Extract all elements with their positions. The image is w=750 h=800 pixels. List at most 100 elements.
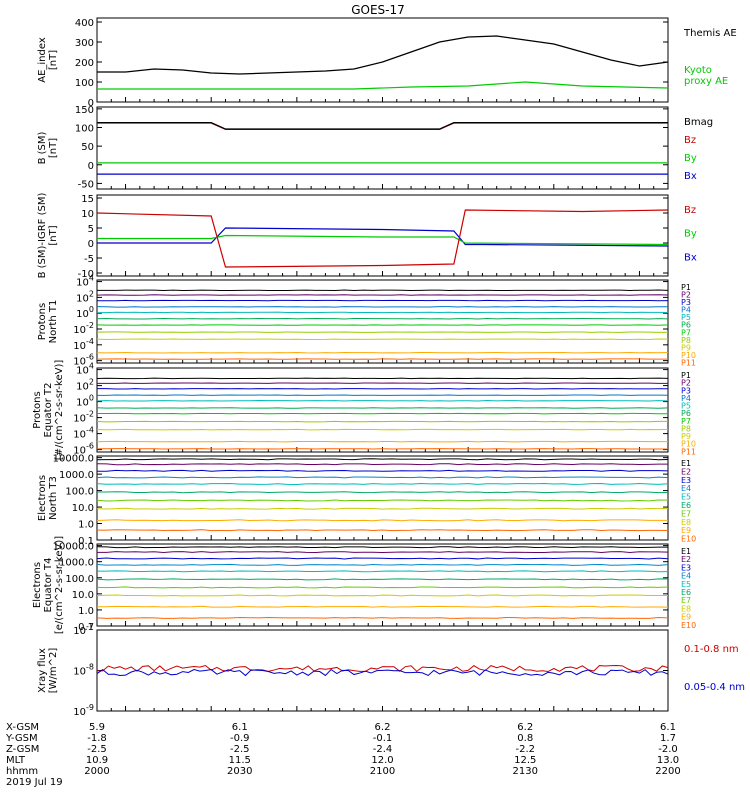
- channel-line: [96, 476, 669, 479]
- y-axis-label: AE_index[nT]: [37, 37, 59, 83]
- y-tick-label: 10-2: [73, 321, 94, 336]
- channel-label: P1: [681, 371, 691, 380]
- tick-exponent: -7: [86, 622, 94, 631]
- tick-base: 10: [76, 382, 89, 393]
- channel-line: [96, 557, 669, 560]
- tick-exponent: -4: [86, 337, 94, 346]
- channel-label: E7: [681, 509, 691, 518]
- panel-8: Xray flux[W/m^2]10-710-810-90.1-0.8 nm0.…: [37, 622, 745, 718]
- channel-label: P9: [681, 343, 691, 352]
- tick-exponent: 0: [89, 305, 94, 314]
- y-tick-label: 102: [76, 378, 94, 393]
- legend-entry-line: Kyoto: [684, 65, 712, 76]
- channel-label: E7: [681, 596, 691, 605]
- tick-base: 10: [73, 626, 86, 637]
- channel-label: P8: [681, 424, 691, 433]
- y-tick-label: 10-2: [73, 410, 94, 425]
- channel-line: [96, 469, 669, 472]
- channel-label: P11: [681, 447, 696, 456]
- y-tick-label: 10-6: [73, 353, 94, 368]
- legend-entry: Kyoto proxy AE: [684, 65, 728, 87]
- legend-entry-line: Bmag: [684, 117, 713, 128]
- y-axis-label: ProtonsNorth T1: [37, 300, 59, 344]
- y-tick-label: 300: [75, 38, 94, 49]
- y-tick-label: 150: [75, 105, 94, 116]
- y-axis-label: Xray flux[W/m^2]: [37, 648, 59, 694]
- tick-exponent: 4: [89, 362, 94, 371]
- channel-label: P6: [681, 409, 691, 418]
- legend-entry: 0.05-0.4 nm: [684, 682, 745, 693]
- y-tick-label: 1.0: [78, 520, 94, 531]
- ephemeris-value: 6.1: [232, 722, 248, 733]
- channel-label: P3: [681, 298, 691, 307]
- y-tick-label: 5: [88, 224, 94, 235]
- ephemeris-value: 2200: [655, 766, 680, 777]
- channel-label: E5: [681, 580, 691, 589]
- y-axis-label-line: Protons: [32, 391, 43, 428]
- y-axis-label-line: Electrons: [32, 562, 43, 608]
- y-axis-label-line: [nT]: [48, 225, 59, 245]
- panel-2: B (SM)[nT] 150 100 50 0 -50 Bmag Bz By Bx: [37, 105, 713, 191]
- y-tick-label: 100: [75, 124, 94, 135]
- panel-3: B (SM)-IGRF (SM)[nT] 15 10 5 0 -5 -10 Bz By Bx: [37, 193, 697, 280]
- channel-label: P11: [681, 358, 696, 367]
- series-line: [97, 81, 669, 90]
- panel-frame: [96, 367, 669, 453]
- y-tick-label: 0: [88, 161, 94, 172]
- panel-frame: [96, 194, 669, 277]
- y-axis-label-line: Electrons: [37, 475, 48, 521]
- ephemeris-value: -2.4: [373, 744, 393, 755]
- legend-entry-line: proxy AE: [684, 76, 728, 87]
- channel-line: [96, 507, 669, 510]
- tick-base: 10: [73, 357, 86, 368]
- tick-base: 10: [73, 414, 86, 425]
- tick-base: 10: [76, 293, 89, 304]
- y-tick-label: 10-6: [73, 442, 94, 457]
- y-tick-label: 10.0: [72, 590, 94, 601]
- panel-frame: [96, 279, 669, 364]
- y-tick-label: 100.0: [65, 574, 94, 585]
- y-tick-label: 10000.0: [53, 542, 94, 553]
- channel-label: E4: [681, 484, 691, 493]
- ephemeris-value: -2.0: [658, 744, 678, 755]
- channel-label: P2: [681, 291, 691, 300]
- legend-entry-line: By: [684, 229, 697, 240]
- tick-base: 10: [76, 366, 89, 377]
- y-tick-label: 10000.0: [53, 454, 94, 465]
- y-axis-label: ElectronsEquator T4[e/(cm^2-s-sr-keV)]: [32, 536, 65, 634]
- channel-label: P8: [681, 336, 691, 345]
- y-axis-label-line: Xray flux: [37, 648, 48, 693]
- y-tick-label: 0: [88, 98, 94, 109]
- channel-line: [96, 605, 669, 608]
- channel-line: [96, 594, 669, 597]
- ephemeris-row-label: hhmm: [6, 766, 38, 777]
- tick-base: 10: [76, 278, 89, 289]
- legend-entry-line: Bz: [684, 205, 696, 216]
- y-tick-label: 15: [81, 194, 94, 205]
- channel-line: [96, 458, 669, 461]
- channel-label: E3: [681, 563, 691, 572]
- tick-base: 10: [73, 325, 86, 336]
- ephemeris-row-label: Y-GSM: [5, 733, 38, 744]
- channel-label: E6: [681, 501, 691, 510]
- channel-line: [96, 616, 669, 619]
- channel-line: [96, 491, 669, 494]
- channel-label: E3: [681, 476, 691, 485]
- legend-entry-line: Bx: [684, 171, 697, 182]
- y-tick-label: 0.1: [78, 622, 94, 633]
- y-axis-label-line: Equator T2: [43, 383, 54, 438]
- series-line: [97, 35, 669, 75]
- ephemeris-value: -2.2: [515, 744, 535, 755]
- channel-label: E5: [681, 493, 691, 502]
- channel-line: [96, 519, 669, 522]
- channel-label: P10: [681, 440, 696, 449]
- ephemeris-row-label: 2019 Jul 19: [6, 777, 63, 788]
- tick-base: 10: [76, 309, 89, 320]
- tick-base: 10: [76, 398, 89, 409]
- channel-label: E8: [681, 518, 691, 527]
- series-line: [97, 122, 668, 130]
- ephemeris-value: 2030: [227, 766, 252, 777]
- channel-line: [96, 529, 669, 532]
- series-line: [97, 227, 669, 247]
- y-axis-label: B (SM)-IGRF (SM)[nT]: [37, 193, 59, 279]
